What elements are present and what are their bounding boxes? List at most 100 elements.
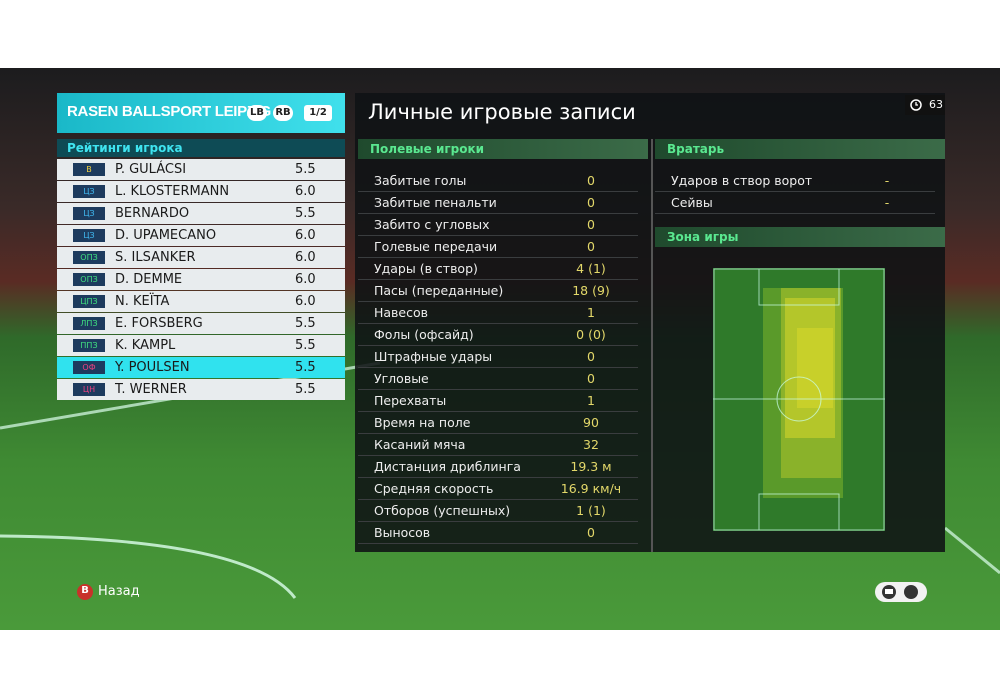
- back-label[interactable]: Назад: [98, 584, 140, 599]
- team-name: RASEN BALLSPORT LEIPZIG: [67, 103, 271, 120]
- player-rating: 6.0: [295, 184, 316, 199]
- player-name: D. DEMME: [115, 272, 183, 287]
- stat-label: Средняя скорость: [374, 481, 494, 496]
- player-rating: 5.5: [295, 206, 316, 221]
- stat-label: Фолы (офсайд): [374, 327, 474, 342]
- divider: [651, 139, 653, 552]
- stat-row: Штрафные удары 0: [358, 346, 638, 368]
- player-name: E. FORSBERG: [115, 316, 203, 331]
- stat-value: 4 (1): [576, 261, 606, 276]
- player-rating: 5.5: [295, 338, 316, 353]
- position-badge: ЦЗ: [73, 207, 105, 220]
- stat-label: Ударов в створ ворот: [671, 173, 813, 188]
- page-title: Личные игровые записи: [368, 100, 636, 124]
- stat-row: Сейвы -: [655, 192, 935, 214]
- team-banner: RASEN BALLSPORT LEIPZIG LB RB 1/2: [57, 93, 345, 133]
- player-rating: 5.5: [295, 382, 316, 397]
- player-rating: 6.0: [295, 272, 316, 287]
- stat-label: Дистанция дриблинга: [374, 459, 521, 474]
- stat-row: Навесов 1: [358, 302, 638, 324]
- lb-button[interactable]: LB: [247, 105, 267, 121]
- stat-row: Ударов в створ ворот -: [655, 170, 935, 192]
- stat-label: Удары (в створ): [374, 261, 478, 276]
- stat-label: Касаний мяча: [374, 437, 466, 452]
- position-badge: ЦПЗ: [73, 295, 105, 308]
- stat-value: 1: [587, 305, 595, 320]
- position-badge: ОПЗ: [73, 251, 105, 264]
- position-badge: ЦЗ: [73, 229, 105, 242]
- stat-row: Касаний мяча 32: [358, 434, 638, 456]
- clock-icon: [910, 99, 922, 111]
- timer-value: 63: [929, 98, 943, 111]
- player-name: Y. POULSEN: [115, 360, 190, 375]
- rb-button[interactable]: RB: [273, 105, 293, 121]
- position-badge: В: [73, 163, 105, 176]
- position-badge: ЦН: [73, 383, 105, 396]
- field-stats: Забитые голы 0 Забитые пенальти 0 Забито с у…: [358, 170, 638, 544]
- page-indicator: 1/2: [304, 105, 332, 121]
- stat-row: Забитые пенальти 0: [358, 192, 638, 214]
- player-row[interactable]: ППЗ K. KAMPL 5.5: [57, 335, 345, 356]
- goalkeeper-stats: Ударов в створ ворот - Сейвы -: [655, 170, 935, 214]
- stat-row: Фолы (офсайд) 0 (0): [358, 324, 638, 346]
- player-row[interactable]: В P. GULÁCSI 5.5: [57, 159, 345, 180]
- player-row[interactable]: ЦЗ L. KLOSTERMANN 6.0: [57, 181, 345, 202]
- stat-row: Пасы (переданные) 18 (9): [358, 280, 638, 302]
- position-badge: ППЗ: [73, 339, 105, 352]
- stat-label: Забитые голы: [374, 173, 467, 188]
- stat-label: Выносов: [374, 525, 431, 540]
- player-row[interactable]: ОПЗ S. ILSANKER 6.0: [57, 247, 345, 268]
- player-name: S. ILSANKER: [115, 250, 196, 265]
- player-rating: 5.5: [295, 162, 316, 177]
- player-name: P. GULÁCSI: [115, 162, 187, 177]
- stat-row: Перехваты 1: [358, 390, 638, 412]
- stat-value: 0: [587, 195, 595, 210]
- stat-value: 32: [583, 437, 599, 452]
- position-badge: ОПЗ: [73, 273, 105, 286]
- heatmap: [713, 268, 885, 531]
- stat-value: 0: [587, 525, 595, 540]
- stat-label: Пасы (переданные): [374, 283, 504, 298]
- player-row[interactable]: ЦЗ D. UPAMECANO 6.0: [57, 225, 345, 246]
- stat-value: 0 (0): [576, 327, 606, 342]
- controls-hint[interactable]: [875, 582, 927, 602]
- controls-icons: [882, 585, 918, 599]
- position-badge: ЦЗ: [73, 185, 105, 198]
- player-row[interactable]: ОПЗ D. DEMME 6.0: [57, 269, 345, 290]
- stat-value: 0: [587, 173, 595, 188]
- stat-label: Голевые передачи: [374, 239, 498, 254]
- stat-row: Средняя скорость 16.9 км/ч: [358, 478, 638, 500]
- player-row[interactable]: ОФ Y. POULSEN 5.5: [57, 357, 345, 378]
- stat-value: 18 (9): [572, 283, 610, 298]
- field-title: Полевые игроки: [358, 139, 648, 159]
- stat-row: Дистанция дриблинга 19.3 м: [358, 456, 638, 478]
- stat-label: Забито с угловых: [374, 217, 490, 232]
- player-rating: 5.5: [295, 360, 316, 375]
- stat-value: 90: [583, 415, 599, 430]
- player-row[interactable]: ЦЗ BERNARDO 5.5: [57, 203, 345, 224]
- stat-value: 16.9 км/ч: [560, 481, 622, 496]
- stat-label: Отборов (успешных): [374, 503, 511, 518]
- stat-row: Забито с угловых 0: [358, 214, 638, 236]
- player-row[interactable]: ЦПЗ N. KEÏTA 6.0: [57, 291, 345, 312]
- timer: 63: [905, 95, 945, 115]
- stat-value: 1 (1): [576, 503, 606, 518]
- player-row[interactable]: ЦН T. WERNER 5.5: [57, 379, 345, 400]
- player-rating: 6.0: [295, 228, 316, 243]
- player-name: N. KEÏTA: [115, 294, 170, 309]
- player-rating: 6.0: [295, 294, 316, 309]
- stat-value: -: [884, 195, 890, 210]
- stat-value: 19.3 м: [570, 459, 612, 474]
- player-name: L. KLOSTERMANN: [115, 184, 230, 199]
- stat-label: Навесов: [374, 305, 429, 320]
- zone-title: Зона игры: [655, 227, 945, 247]
- stat-row: Удары (в створ) 4 (1): [358, 258, 638, 280]
- player-name: BERNARDO: [115, 206, 190, 221]
- stat-row: Выносов 0: [358, 522, 638, 544]
- stat-value: 0: [587, 371, 595, 386]
- stat-label: Сейвы: [671, 195, 713, 210]
- player-row[interactable]: ЛПЗ E. FORSBERG 5.5: [57, 313, 345, 334]
- players-title: Рейтинги игрока: [57, 139, 345, 157]
- stat-label: Штрафные удары: [374, 349, 493, 364]
- b-button[interactable]: [77, 584, 93, 600]
